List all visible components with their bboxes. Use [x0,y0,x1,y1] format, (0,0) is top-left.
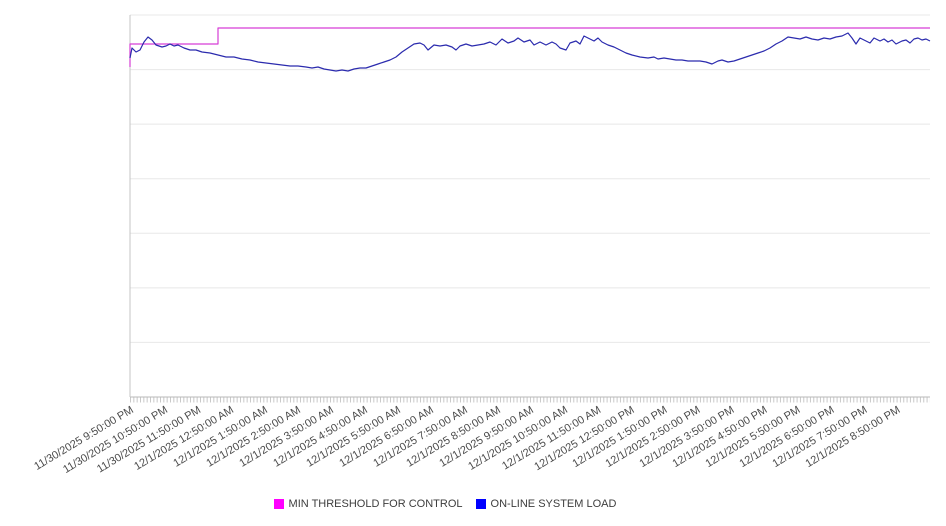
legend-item: ON-LINE SYSTEM LOAD [475,498,617,510]
gridlines [130,14,930,398]
series-line-online-system-load [129,32,931,72]
legend-swatch [475,499,486,509]
legend-label: MIN THRESHOLD FOR CONTROL [288,498,463,510]
series-line-min-threshold [129,27,930,67]
legend: MIN THRESHOLD FOR CONTROL ON-LINE SYSTEM … [0,498,890,510]
legend-item: MIN THRESHOLD FOR CONTROL [273,498,463,510]
legend-label: ON-LINE SYSTEM LOAD [490,498,617,510]
legend-swatch [273,499,284,509]
